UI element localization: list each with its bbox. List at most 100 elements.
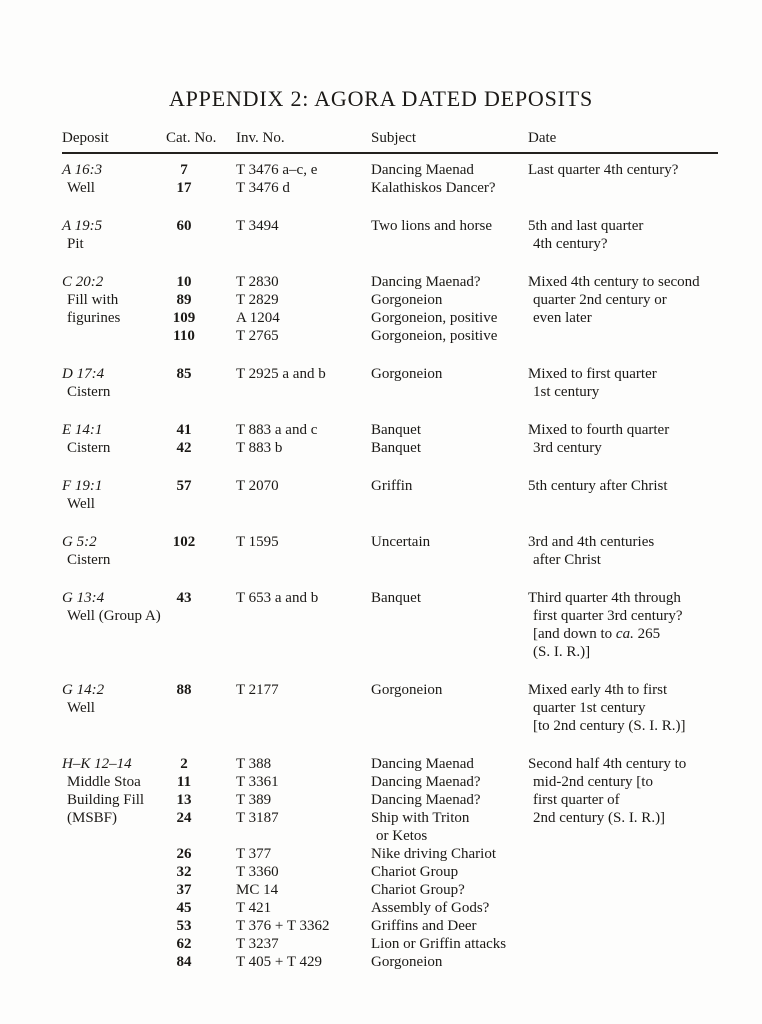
- subject-line: Kalathiskos Dancer?: [371, 180, 496, 196]
- subject-line: Dancing Maenad?: [371, 792, 481, 808]
- date-line: [and down to ca. 265: [528, 625, 718, 643]
- deposit-id: F 19:1: [62, 478, 103, 494]
- date-cell: 5th and last quarter 4th century?: [528, 217, 718, 253]
- inv-no: T 388: [236, 756, 272, 772]
- inv-no: T 421: [236, 900, 272, 916]
- cat-no: 60: [176, 218, 192, 234]
- deposit-type-line: (MSBF): [67, 810, 118, 826]
- deposit-cell: G 13:4 Well (Group A): [62, 589, 166, 661]
- inv-no: T 2925 a and b: [236, 366, 326, 382]
- inv-cell: T 883 a and c T 883 b: [236, 421, 371, 457]
- column-header-date: Date: [528, 130, 557, 146]
- cat-no: 17: [176, 180, 192, 196]
- date-line: 4th century?: [533, 236, 608, 252]
- deposit-id: G 13:4: [62, 590, 105, 606]
- deposit-type-line: Well: [67, 180, 95, 196]
- cat-no: 7: [180, 162, 188, 178]
- cat-no: 26: [176, 846, 192, 862]
- subject-cell: Banquet: [371, 589, 528, 661]
- date-line: quarter 1st century: [533, 700, 646, 716]
- date-cell: 3rd and 4th centuries after Christ: [528, 533, 718, 569]
- inv-no: T 3361: [236, 774, 279, 790]
- deposit-type-line: Middle Stoa: [67, 774, 141, 790]
- subject-cell: Two lions and horse: [371, 217, 528, 253]
- deposit-cell: F 19:1 Well: [62, 477, 166, 513]
- date-line: Mixed 4th century to second: [528, 274, 700, 290]
- deposit-type-line: Fill with: [67, 292, 119, 308]
- subject-cell: Banquet Banquet: [371, 421, 528, 457]
- inv-no: T 2177: [236, 682, 279, 698]
- date-line: Last quarter 4th century?: [528, 162, 679, 178]
- deposit-type-line: Well: [67, 700, 95, 716]
- subject-line: Griffin: [371, 478, 413, 494]
- subject-line: Lion or Griffin attacks: [371, 936, 507, 952]
- subject-line: Gorgoneion, positive: [371, 310, 498, 326]
- cat-no: 102: [172, 534, 196, 550]
- subject-cell: Dancing Maenad Dancing Maenad? Dancing Mae…: [371, 755, 528, 971]
- deposit-type-line: Cistern: [67, 552, 111, 568]
- date-line: first quarter of: [533, 792, 620, 808]
- cat-cell: 102: [166, 533, 236, 569]
- deposit-group: G 14:2 Well 88 T 2177 Gorgoneion Mixed early …: [62, 681, 718, 735]
- deposit-id: C 20:2: [62, 274, 104, 290]
- subject-cell: Dancing Maenad Kalathiskos Dancer?: [371, 161, 528, 197]
- page-title: APPENDIX 2: AGORA DATED DEPOSITS: [168, 86, 594, 111]
- subject-cell: Dancing Maenad? Gorgoneion Gorgoneion, pos…: [371, 273, 528, 345]
- cat-cell: 7 17: [166, 161, 236, 197]
- date-segment: [and down to: [533, 626, 616, 642]
- inv-no: A 1204: [236, 310, 280, 326]
- date-line: 1st century: [533, 384, 600, 400]
- deposit-cell: A 19:5 Pit: [62, 217, 166, 253]
- column-header-inv-no: Inv. No.: [236, 130, 285, 146]
- date-line: Second half 4th century to: [528, 756, 687, 772]
- inv-cell: T 388 T 3361 T 389 T 3187 T 377 T 3360 MC 14 T …: [236, 755, 371, 971]
- inv-no: T 2765: [236, 328, 279, 344]
- deposit-cell: E 14:1 Cistern: [62, 421, 166, 457]
- deposit-type-line: Pit: [67, 236, 84, 252]
- cat-cell: 60: [166, 217, 236, 253]
- date-line: even later: [533, 310, 592, 326]
- subject-line: Nike driving Chariot: [371, 846, 496, 862]
- subject-line: Gorgoneion: [371, 292, 443, 308]
- subject-line: Gorgoneion: [371, 954, 443, 970]
- inv-no: T 2830: [236, 274, 279, 290]
- inv-no: T 3494: [236, 218, 279, 234]
- cat-no: 53: [176, 918, 192, 934]
- inv-cell: T 653 a and b: [236, 589, 371, 661]
- column-header-subject: Subject: [371, 130, 416, 146]
- subject-line: Dancing Maenad: [371, 162, 474, 178]
- subject-line: Assembly of Gods?: [371, 900, 490, 916]
- cat-cell: 88: [166, 681, 236, 735]
- cat-no: 24: [176, 810, 192, 826]
- cat-no: 109: [172, 310, 196, 326]
- subject-cell: Uncertain: [371, 533, 528, 569]
- date-cell: Mixed to fourth quarter 3rd century: [528, 421, 718, 457]
- subject-line: Griffins and Deer: [371, 918, 477, 934]
- date-cell: Mixed 4th century to second quarter 2nd c…: [528, 273, 718, 345]
- inv-no: T 3476 d: [236, 180, 290, 196]
- deposit-group: H–K 12–14 Middle Stoa Building Fill (MSBF) 2…: [62, 755, 718, 971]
- cat-no: 2: [180, 756, 188, 772]
- subject-line: Dancing Maenad: [371, 756, 474, 772]
- cat-no: 45: [176, 900, 192, 916]
- inv-no: T 883 a and c: [236, 422, 318, 438]
- inv-cell: T 3476 a–c, e T 3476 d: [236, 161, 371, 197]
- deposit-id: E 14:1: [62, 422, 103, 438]
- inv-cell: T 2070: [236, 477, 371, 513]
- cat-cell: 41 42: [166, 421, 236, 457]
- date-line: Third quarter 4th through: [528, 590, 681, 606]
- subject-cell: Gorgoneion: [371, 365, 528, 401]
- inv-no: T 389: [236, 792, 272, 808]
- inv-no: T 405 + T 429: [236, 954, 322, 970]
- date-cell: 5th century after Christ: [528, 477, 718, 513]
- subject-cell: Gorgoneion: [371, 681, 528, 735]
- deposit-id: D 17:4: [62, 366, 105, 382]
- cat-no: 62: [176, 936, 192, 952]
- subject-line: Banquet: [371, 440, 421, 456]
- cat-no: 11: [176, 774, 192, 790]
- subject-cell: Griffin: [371, 477, 528, 513]
- date-line: quarter 2nd century or: [533, 292, 667, 308]
- subject-line: Banquet: [371, 590, 421, 606]
